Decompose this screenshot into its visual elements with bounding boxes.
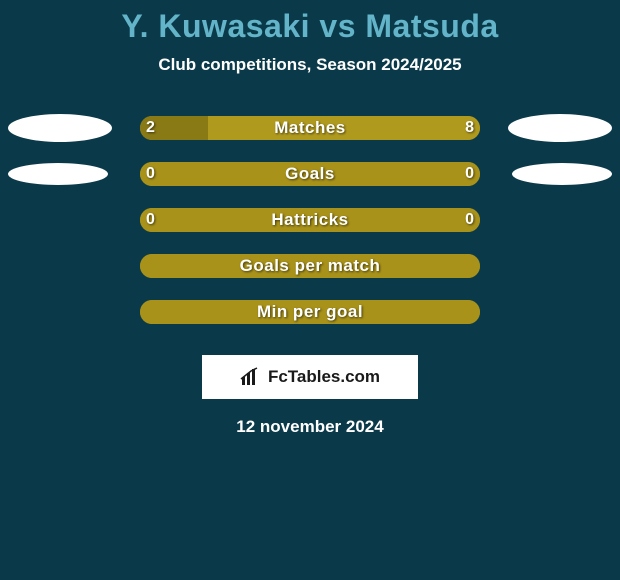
brand-text: FcTables.com [268,367,380,387]
brand-chart-icon [240,367,262,387]
page-subtitle: Club competitions, Season 2024/2025 [0,55,620,75]
stat-bar-left-fill [140,254,310,278]
player-marker-left [8,114,112,142]
stat-row: Hattricks00 [0,197,620,243]
player-marker-right [512,163,612,185]
stat-bar-track [140,300,480,324]
stat-value-right: 8 [446,116,474,140]
stat-bar-right-fill [310,254,480,278]
brand-badge: FcTables.com [202,355,418,399]
page-title: Y. Kuwasaki vs Matsuda [0,0,620,45]
stat-row: Matches28 [0,105,620,151]
stat-bar-track [140,208,480,232]
stat-row: Min per goal [0,289,620,335]
stats-container: Matches28Goals00Hattricks00Goals per mat… [0,105,620,335]
stat-bar-track [140,254,480,278]
footer-date: 12 november 2024 [0,417,620,437]
player-marker-right [508,114,612,142]
stat-row: Goals00 [0,151,620,197]
comparison-infographic: Y. Kuwasaki vs Matsuda Club competitions… [0,0,620,580]
stat-value-right: 0 [446,162,474,186]
stat-value-left: 0 [146,208,174,232]
stat-bar-right-fill [208,116,480,140]
stat-value-right: 0 [446,208,474,232]
player-marker-left [8,163,108,185]
stat-value-left: 0 [146,162,174,186]
stat-bar-track [140,116,480,140]
stat-bar-track [140,162,480,186]
stat-bar-left-fill [140,300,310,324]
stat-bar-right-fill [310,300,480,324]
stat-row: Goals per match [0,243,620,289]
stat-value-left: 2 [146,116,174,140]
